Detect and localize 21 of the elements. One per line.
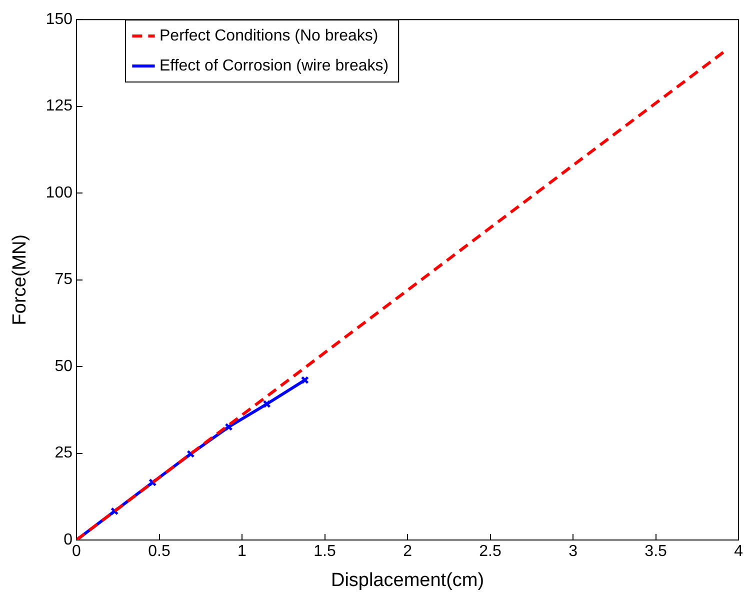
point — [262, 400, 271, 408]
legend-label: Effect of Corrosion (wire breaks) — [159, 57, 389, 74]
y-tick-label: 125 — [46, 98, 73, 115]
y-axis-title: Force(MN) — [10, 234, 31, 326]
y-tick-label: 25 — [54, 444, 73, 462]
x-tick-label: 2.5 — [479, 543, 502, 560]
x-tick-label: 1 — [238, 543, 247, 560]
x-tick-label: 3.5 — [644, 543, 668, 560]
legend-label: Perfect Conditions (No breaks) — [159, 27, 378, 44]
x-tick-label: 3 — [568, 543, 578, 560]
y-tick-label: 50 — [54, 358, 73, 375]
y-tick-label: 75 — [54, 271, 73, 288]
y-tick-label: 0 — [64, 531, 73, 548]
x-tick-label: 1.5 — [314, 543, 336, 560]
x-axis-title: Displacement(cm) — [330, 570, 484, 591]
x-tick-label: 0.5 — [148, 543, 170, 560]
x-tick-label: 4 — [734, 543, 744, 560]
y-tick-label: 100 — [46, 184, 73, 202]
line-series — [76, 49, 727, 540]
y-tick-label: 150 — [46, 11, 73, 28]
x-tick-label: 2 — [403, 543, 412, 560]
